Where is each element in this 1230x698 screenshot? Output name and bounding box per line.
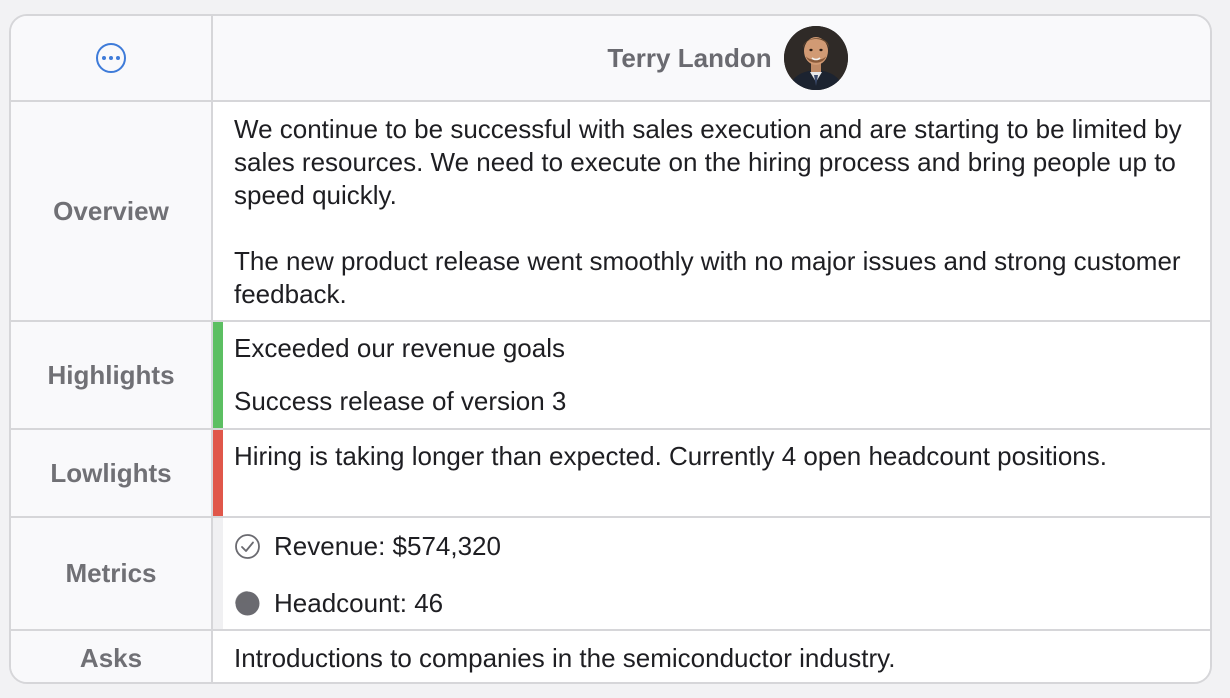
metric-text: Revenue: $574,320 [274, 531, 501, 561]
highlights-label: Highlights [11, 322, 211, 428]
metrics-row: Metrics Revenue: $574,320 Headcount: 46 [11, 518, 1210, 632]
overview-paragraph: We continue to be successful with sales … [234, 114, 1182, 210]
asks-content: Introductions to companies in the semico… [213, 631, 1210, 682]
lowlights-content: Hiring is taking longer than expected. C… [213, 430, 1210, 516]
highlights-accent-bar [213, 322, 223, 428]
metrics-label: Metrics [11, 518, 211, 629]
metric-item-headcount: Headcount: 46 [234, 575, 1192, 632]
lowlights-label: Lowlights [11, 430, 211, 516]
highlight-item: Exceeded our revenue goals [234, 333, 566, 363]
pie-progress-icon [235, 591, 260, 616]
lowlights-row: Lowlights Hiring is taking longer than e… [11, 430, 1210, 516]
highlight-item: Success release of version 3 [234, 386, 567, 416]
owner-cell: Terry Landon [213, 16, 1210, 100]
metric-item-revenue: Revenue: $574,320 [234, 518, 1192, 575]
highlights-content: Exceeded our revenue goals Success relea… [213, 322, 1210, 428]
asks-text: Introductions to companies in the semico… [234, 643, 896, 673]
owner-name: Terry Landon [607, 42, 772, 73]
check-circle-icon [235, 534, 260, 559]
metric-text: Headcount: 46 [274, 588, 444, 618]
header-row: Terry Landon [11, 16, 1210, 100]
report-card: Terry Landon Overview [9, 14, 1212, 684]
highlights-row: Highlights Exceeded our revenue goals Su… [11, 322, 1210, 428]
overview-row: Overview We continue to be successful wi… [11, 102, 1210, 320]
overview-label: Overview [11, 102, 211, 320]
asks-row: Asks Introductions to companies in the s… [11, 631, 1210, 682]
lowlights-accent-bar [213, 430, 223, 516]
overview-content: We continue to be successful with sales … [213, 102, 1210, 320]
asks-label: Asks [11, 631, 211, 682]
header-menu-cell [11, 16, 211, 100]
metrics-accent-bar [213, 518, 223, 629]
lowlight-item: Hiring is taking longer than expected. C… [234, 441, 1107, 471]
overview-paragraph: The new product release went smoothly wi… [234, 246, 1181, 309]
avatar [783, 26, 848, 90]
metrics-content: Revenue: $574,320 Headcount: 46 [213, 518, 1210, 632]
more-options-icon[interactable] [96, 43, 126, 73]
